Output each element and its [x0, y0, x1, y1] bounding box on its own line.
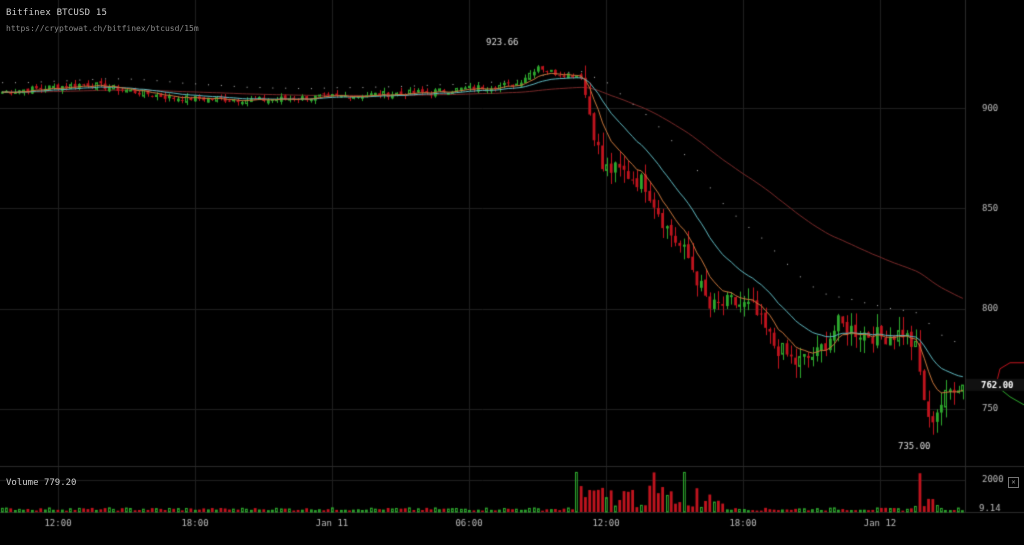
close-panel-icon[interactable]: ✕ — [1008, 477, 1019, 488]
volume-label-text: Volume — [6, 478, 39, 488]
chart-url[interactable]: https://cryptowat.ch/bitfinex/btcusd/15m — [6, 24, 199, 33]
chart-title: Bitfinex BTCUSD 15 — [6, 8, 108, 18]
volume-value: 779.20 — [43, 478, 77, 488]
volume-label: Volume 779.20 — [6, 478, 76, 488]
